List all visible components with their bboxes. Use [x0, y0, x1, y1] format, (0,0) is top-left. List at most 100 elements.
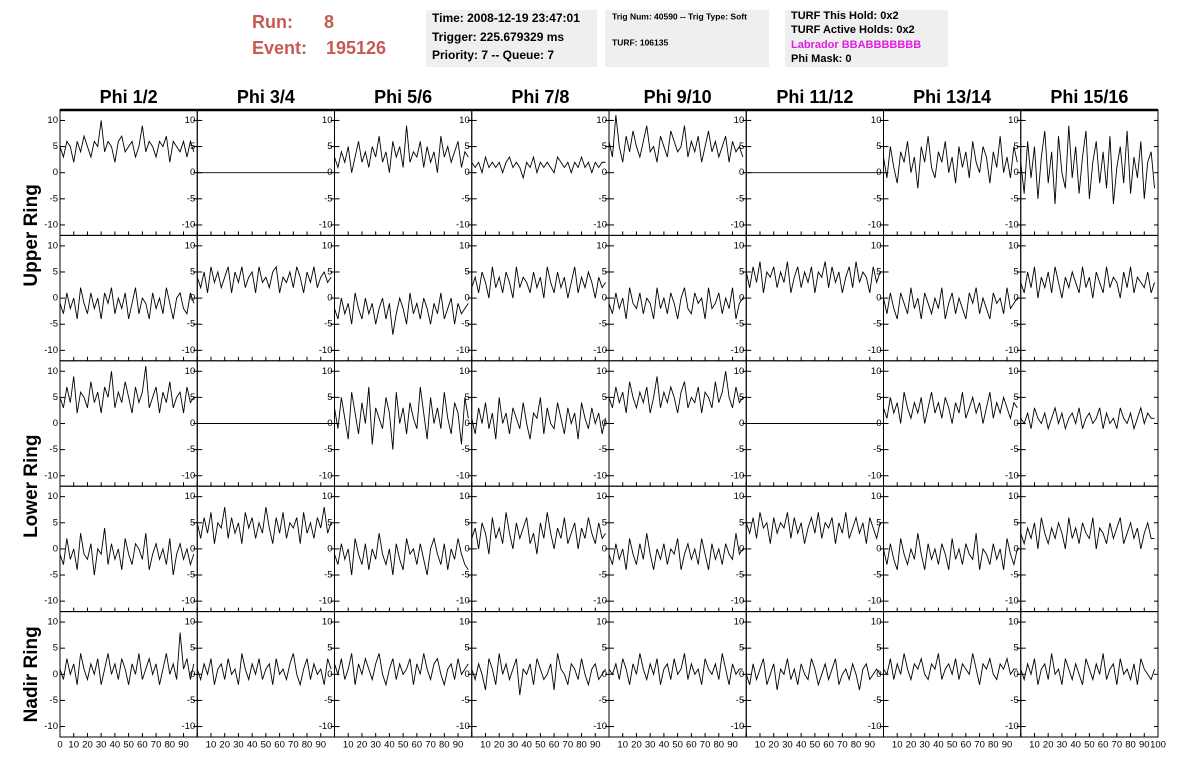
x-tick-label: 40	[933, 740, 944, 751]
waveform	[883, 136, 1018, 189]
run-number: 8	[324, 12, 334, 32]
y-tick-label: -5	[324, 570, 332, 581]
y-tick-label: -10	[456, 721, 470, 732]
panel-frame	[883, 109, 1022, 236]
y-tick-label: -10	[1005, 596, 1019, 607]
y-tick-label: 0	[602, 669, 607, 680]
y-tick-label: 10	[185, 366, 196, 377]
y-tick-label: 10	[596, 617, 607, 628]
x-tick-label: 80	[851, 740, 862, 751]
y-tick-label: 10	[322, 240, 333, 251]
y-tick-label: 10	[322, 617, 333, 628]
waveform	[883, 287, 1018, 320]
column-title: Phi 11/12	[776, 87, 853, 107]
waveform	[608, 371, 744, 414]
turf-active: TURF Active Holds: 0x2	[791, 24, 915, 36]
waveform	[334, 386, 469, 450]
y-tick-label: -5	[50, 695, 58, 706]
x-tick-label: 50	[398, 740, 409, 751]
x-tick-label: 60	[137, 740, 148, 751]
waveform	[471, 512, 606, 555]
x-tick-label: 30	[233, 740, 244, 751]
x-tick-label: 70	[288, 740, 299, 751]
y-tick-label: 0	[739, 418, 744, 429]
y-tick-label: -10	[182, 721, 196, 732]
y-tick-label: -10	[731, 721, 745, 732]
trig-num: Trig Num: 40590 -- Trig Type: Soft	[612, 11, 747, 21]
y-tick-label: 0	[190, 418, 195, 429]
x-tick-label: 90	[1002, 740, 1013, 751]
y-tick-label: 0	[464, 293, 469, 304]
y-tick-label: -5	[873, 444, 881, 455]
panel-frame	[1020, 611, 1159, 738]
panel-frame	[334, 360, 473, 487]
info-box	[605, 10, 769, 67]
x-tick-label: 90	[864, 740, 875, 751]
y-tick-label: 10	[596, 366, 607, 377]
y-tick-label: -5	[736, 319, 744, 330]
column-title: Phi 3/4	[237, 87, 295, 107]
y-tick-label: 0	[190, 543, 195, 554]
x-tick-label: 30	[508, 740, 519, 751]
x-tick-label: 50	[672, 740, 683, 751]
panel-frame	[471, 611, 610, 738]
y-tick-label: 5	[602, 266, 607, 277]
y-tick-label: 10	[185, 240, 196, 251]
x-tick-label: 40	[247, 740, 258, 751]
y-tick-label: 5	[876, 643, 881, 654]
x-tick-label: 60	[961, 740, 972, 751]
x-tick-label: 90	[590, 740, 601, 751]
y-tick-label: -10	[731, 596, 745, 607]
x-tick-label: 60	[549, 740, 560, 751]
x-tick-label: 20	[631, 740, 642, 751]
y-tick-label: 10	[459, 491, 470, 502]
y-tick-label: 0	[739, 293, 744, 304]
x-tick-label: 90	[727, 740, 738, 751]
y-tick-label: -5	[324, 444, 332, 455]
trigger: Trigger: 225.679329 ms	[432, 30, 564, 44]
x-tick-label: 10	[617, 740, 628, 751]
y-tick-label: 5	[1013, 643, 1018, 654]
y-tick-label: -10	[182, 345, 196, 356]
y-tick-label: -5	[187, 319, 195, 330]
y-tick-label: 5	[876, 392, 881, 403]
y-tick-label: -5	[736, 570, 744, 581]
y-tick-label: 5	[53, 141, 58, 152]
y-tick-label: 0	[602, 293, 607, 304]
x-tick-label: 40	[659, 740, 670, 751]
y-tick-label: -10	[868, 721, 882, 732]
x-tick-label: 70	[974, 740, 985, 751]
event-number: 195126	[326, 38, 386, 58]
x-tick-label: 20	[1043, 740, 1054, 751]
y-tick-label: -5	[599, 695, 607, 706]
panel-frame	[196, 234, 335, 362]
panel-frame	[1020, 234, 1159, 362]
y-tick-label: 10	[459, 366, 470, 377]
x-tick-label: 90	[178, 740, 189, 751]
y-tick-label: 10	[734, 366, 745, 377]
y-tick-label: -5	[599, 570, 607, 581]
x-tick-label: 40	[796, 740, 807, 751]
x-tick-label: 90	[453, 740, 464, 751]
column-title: Phi 5/6	[374, 87, 432, 107]
y-tick-label: 0	[876, 167, 881, 178]
y-tick-label: -5	[1010, 193, 1018, 204]
x-tick-label: 50	[261, 740, 272, 751]
y-tick-label: -5	[461, 193, 469, 204]
y-tick-label: 10	[459, 115, 470, 126]
y-tick-label: 10	[871, 617, 882, 628]
y-tick-label: 10	[459, 240, 470, 251]
waveform	[334, 533, 469, 576]
y-tick-label: -5	[1010, 570, 1018, 581]
y-tick-label: 5	[1013, 392, 1018, 403]
y-tick-label: -5	[599, 444, 607, 455]
waveform	[196, 507, 332, 544]
x-tick-label: 40	[384, 740, 395, 751]
x-tick-label: 30	[96, 740, 107, 751]
x-tick-label: 10	[892, 740, 903, 751]
panel-frame	[745, 485, 884, 613]
y-tick-label: 5	[739, 643, 744, 654]
y-tick-label: 0	[464, 543, 469, 554]
labrador: Labrador BBABBBBBBB	[791, 39, 921, 51]
waveform	[608, 287, 744, 320]
